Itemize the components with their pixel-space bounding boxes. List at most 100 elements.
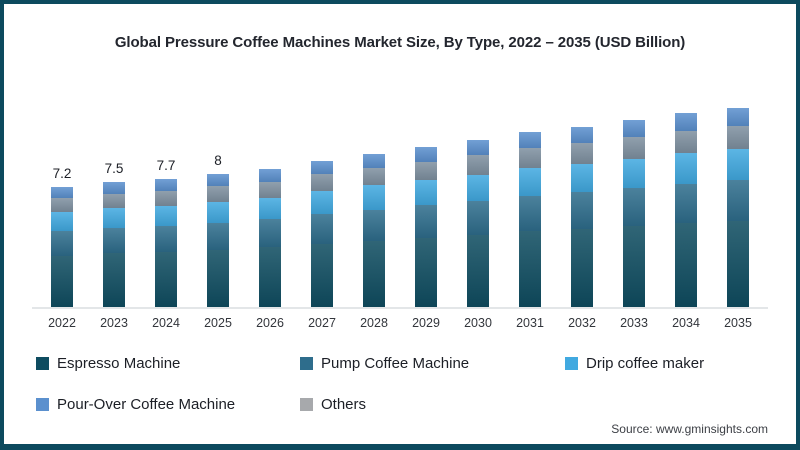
bar-segment-pump-coffee-machine-2028 <box>363 209 385 241</box>
bar-segment-pump-coffee-machine-2022 <box>51 231 73 256</box>
bar-segment-espresso-machine-2033 <box>623 225 645 309</box>
bar-segment-pour-over-coffee-machine-2024 <box>155 179 177 191</box>
bar-segment-pour-over-coffee-machine-2029 <box>415 147 437 162</box>
stacked-bar-2033 <box>623 119 645 309</box>
bar-column-2032 <box>556 103 608 309</box>
legend-item-others: Others <box>300 396 565 413</box>
bar-segment-pour-over-coffee-machine-2027 <box>311 160 333 174</box>
bar-segment-pour-over-coffee-machine-2025 <box>207 174 229 187</box>
bar-segment-drip-coffee-maker-2033 <box>623 158 645 189</box>
x-axis-tick-2031: 2031 <box>516 316 544 330</box>
bar-value-label-2025: 8 <box>214 153 222 169</box>
bar-column-2025: 8 <box>192 103 244 309</box>
bar-segment-others-2030 <box>467 155 489 175</box>
bar-segment-others-2024 <box>155 190 177 206</box>
x-axis-tick-2035: 2035 <box>724 316 752 330</box>
bar-value-label-2024: 7.7 <box>156 158 176 174</box>
x-axis-tick-2028: 2028 <box>360 316 388 330</box>
stacked-bar-2026 <box>259 168 281 309</box>
x-axis-tick-2029: 2029 <box>412 316 440 330</box>
bar-column-2034 <box>660 103 712 309</box>
bar-column-2022: 7.2 <box>36 103 88 309</box>
bar-segment-pump-coffee-machine-2033 <box>623 188 645 226</box>
bar-segment-pump-coffee-machine-2030 <box>467 200 489 235</box>
legend-label-others: Others <box>321 396 367 413</box>
legend-item-pump-coffee-machine: Pump Coffee Machine <box>300 355 565 372</box>
bar-segment-pour-over-coffee-machine-2031 <box>519 131 541 148</box>
bar-column-2035 <box>712 103 764 309</box>
bar-segment-pump-coffee-machine-2034 <box>675 183 697 223</box>
bar-segment-drip-coffee-maker-2022 <box>51 212 73 232</box>
bar-segment-drip-coffee-maker-2031 <box>519 168 541 196</box>
bar-segment-pour-over-coffee-machine-2035 <box>727 108 749 127</box>
bar-segment-pump-coffee-machine-2024 <box>155 225 177 252</box>
bar-segment-pour-over-coffee-machine-2033 <box>623 119 645 137</box>
bar-segment-pump-coffee-machine-2025 <box>207 222 229 250</box>
legend-label-pump-coffee-machine: Pump Coffee Machine <box>321 355 470 372</box>
bar-column-2023: 7.5 <box>88 103 140 309</box>
stacked-bar-2035 <box>727 108 749 309</box>
bar-value-label-2023: 7.5 <box>104 161 124 177</box>
bar-segment-pour-over-coffee-machine-2023 <box>103 182 125 194</box>
legend-label-espresso-machine: Espresso Machine <box>57 355 181 372</box>
legend-item-espresso-machine: Espresso Machine <box>36 355 300 372</box>
bar-segment-pour-over-coffee-machine-2022 <box>51 187 73 199</box>
bar-column-2027 <box>296 103 348 309</box>
x-axis-tick-2024: 2024 <box>152 316 180 330</box>
bar-segment-espresso-machine-2026 <box>259 247 281 309</box>
bar-segment-pump-coffee-machine-2026 <box>259 219 281 248</box>
bar-segment-others-2032 <box>571 143 593 165</box>
bar-segment-others-2029 <box>415 161 437 181</box>
x-axis-tick-2026: 2026 <box>256 316 284 330</box>
bar-segment-drip-coffee-maker-2034 <box>675 153 697 184</box>
x-axis-labels: 2022 2023 2024 2025 2026 2027 2028 2029 2030 2031… <box>36 309 764 337</box>
legend-item-drip-coffee-maker: Drip coffee maker <box>565 355 766 372</box>
stacked-bar-2029 <box>415 147 437 309</box>
legend-label-drip-coffee-maker: Drip coffee maker <box>586 355 705 372</box>
bar-segment-others-2023 <box>103 193 125 209</box>
bar-segment-espresso-machine-2027 <box>311 243 333 309</box>
bar-segment-others-2027 <box>311 173 333 192</box>
x-axis-tick-2027: 2027 <box>308 316 336 330</box>
bar-segment-drip-coffee-maker-2025 <box>207 201 229 223</box>
x-axis-tick-2034: 2034 <box>672 316 700 330</box>
bar-segment-espresso-machine-2022 <box>51 255 73 309</box>
bar-column-2028 <box>348 103 400 309</box>
bar-column-2029 <box>400 103 452 309</box>
bar-segment-espresso-machine-2030 <box>467 234 489 309</box>
legend-swatch-espresso-machine <box>36 357 49 370</box>
legend-swatch-pump-coffee-machine <box>300 357 313 370</box>
plot-area: 7.2 7.5 7.7 8 <box>32 103 768 309</box>
bar-segment-drip-coffee-maker-2030 <box>467 174 489 201</box>
bar-segment-pour-over-coffee-machine-2034 <box>675 113 697 131</box>
bar-segment-drip-coffee-maker-2035 <box>727 149 749 181</box>
stacked-bar-2023 <box>103 182 125 309</box>
bar-segment-drip-coffee-maker-2032 <box>571 164 593 193</box>
legend-label-pour-over-coffee-machine: Pour-Over Coffee Machine <box>57 396 236 413</box>
bar-segment-pump-coffee-machine-2027 <box>311 214 333 244</box>
legend: Espresso Machine Pump Coffee Machine Dri… <box>36 355 766 413</box>
bar-segment-drip-coffee-maker-2024 <box>155 205 177 226</box>
bar-column-2024: 7.7 <box>140 103 192 309</box>
bar-column-2033 <box>608 103 660 309</box>
bar-segment-others-2022 <box>51 198 73 213</box>
bar-segment-espresso-machine-2028 <box>363 240 385 309</box>
x-axis-tick-2030: 2030 <box>464 316 492 330</box>
bar-segment-pump-coffee-machine-2029 <box>415 205 437 238</box>
stacked-bar-2031 <box>519 131 541 309</box>
bar-segment-others-2026 <box>259 181 281 198</box>
bar-segment-pump-coffee-machine-2032 <box>571 192 593 229</box>
bar-value-label-2022: 7.2 <box>52 166 72 182</box>
chart-title: Global Pressure Coffee Machines Market S… <box>114 34 686 51</box>
x-axis-tick-2025: 2025 <box>204 316 232 330</box>
bar-segment-drip-coffee-maker-2027 <box>311 191 333 215</box>
x-axis-line <box>32 307 768 309</box>
bar-segment-pump-coffee-machine-2023 <box>103 228 125 254</box>
bar-segment-others-2034 <box>675 130 697 154</box>
bar-segment-espresso-machine-2031 <box>519 231 541 309</box>
stacked-bar-2034 <box>675 113 697 309</box>
bar-segment-espresso-machine-2032 <box>571 228 593 309</box>
bar-segment-pour-over-coffee-machine-2032 <box>571 126 593 144</box>
x-axis-tick-2022: 2022 <box>48 316 76 330</box>
bar-segment-espresso-machine-2025 <box>207 249 229 309</box>
